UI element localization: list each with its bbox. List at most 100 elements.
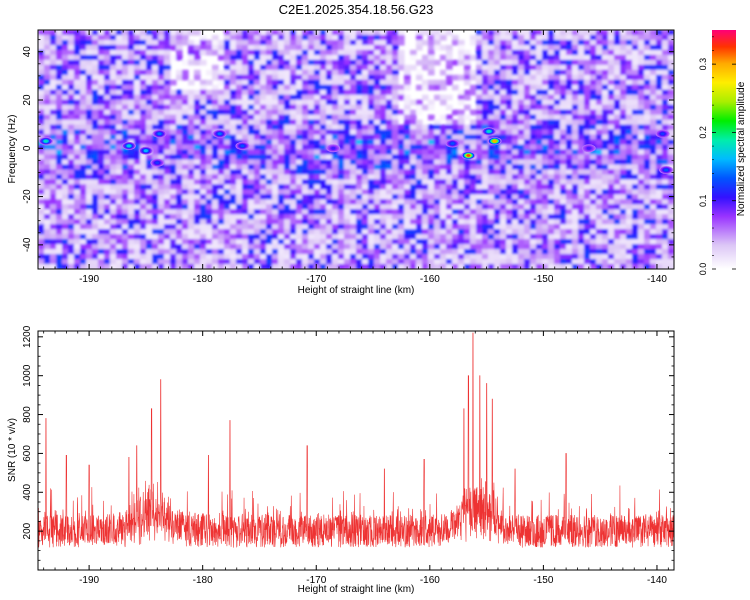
- spectrogram-cell: [434, 39, 441, 46]
- spectrogram-cell: [38, 154, 45, 161]
- spectrogram-cell: [440, 94, 447, 101]
- spectrogram-cell: [308, 59, 315, 66]
- spectrogram-cell: [218, 149, 225, 156]
- spectrogram-cell: [176, 199, 183, 205]
- spectrogram-cell: [62, 184, 69, 190]
- spectrogram-cell: [602, 89, 609, 96]
- spectrogram-cell: [44, 264, 51, 269]
- spectrogram-cell: [44, 179, 51, 185]
- spectrogram-cell: [554, 49, 561, 56]
- spectrogram-cell: [362, 144, 369, 151]
- spectrogram-cell: [296, 179, 303, 185]
- spectrogram-cell: [170, 254, 177, 260]
- spectrogram-cell: [410, 159, 417, 166]
- spectrogram-cell: [122, 249, 129, 255]
- spectrogram-cell: [272, 204, 279, 210]
- spectrogram-cell: [548, 104, 555, 111]
- spectrogram-cell: [116, 224, 123, 230]
- spectrogram-cell: [74, 99, 81, 106]
- spectrogram-cell: [272, 214, 279, 220]
- spectrogram-cell: [116, 49, 123, 56]
- spectrogram-cell: [152, 59, 159, 66]
- spectrogram-cell: [590, 249, 597, 255]
- spectrogram-cell: [638, 129, 645, 136]
- spectrogram-cell: [188, 204, 195, 210]
- spectrogram-cell: [290, 189, 297, 195]
- spectrogram-cell: [122, 39, 129, 46]
- spectrogram-cell: [386, 134, 393, 141]
- spectrogram-cell: [620, 184, 627, 190]
- spectrogram-cell: [230, 119, 237, 126]
- spectrogram-cell: [248, 189, 255, 195]
- spectrogram-cell: [422, 254, 429, 260]
- spectrogram-cell: [536, 154, 543, 161]
- spectrogram-cell: [62, 244, 69, 250]
- spectrogram-cell: [560, 74, 567, 81]
- spectrogram-cell: [134, 109, 141, 116]
- hotspot-ring: [143, 149, 148, 153]
- spectrogram-cell: [218, 239, 225, 245]
- spectrogram-cell: [350, 30, 357, 36]
- spectrogram-cell: [152, 119, 159, 126]
- spectrogram-cell: [446, 30, 453, 36]
- spectrogram-cell: [506, 119, 513, 126]
- spectrogram-cell: [626, 244, 633, 250]
- spectrogram-cell: [542, 54, 549, 61]
- spectrogram-cell: [326, 54, 333, 61]
- spectrogram-cell: [548, 79, 555, 86]
- spectrogram-cell: [194, 59, 201, 66]
- spectrogram-cell: [662, 159, 669, 166]
- spectrogram-cell: [260, 194, 267, 200]
- spectrogram-cell: [524, 259, 531, 265]
- spectrogram-cell: [422, 234, 429, 240]
- spectrogram-cell: [380, 104, 387, 111]
- spectrogram-cell: [218, 44, 225, 51]
- spectrogram-cell: [596, 39, 603, 46]
- spectrogram-cell: [170, 224, 177, 230]
- spectrogram-cell: [152, 134, 159, 141]
- spectrogram-cell: [500, 79, 507, 86]
- spectrogram-cell: [548, 234, 555, 240]
- spectrogram-cell: [458, 259, 465, 265]
- spectrogram-cell: [458, 174, 465, 180]
- spectrogram-cell: [362, 254, 369, 260]
- spectrogram-cell: [512, 254, 519, 260]
- spectrogram-cell: [464, 164, 471, 171]
- spectrogram-cell: [278, 174, 285, 180]
- spectrogram-cell: [416, 30, 423, 36]
- spectrogram-cell: [608, 199, 615, 205]
- spectrogram-cell: [134, 204, 141, 210]
- spectrogram-cell: [470, 209, 477, 215]
- spectrogram-cell: [464, 94, 471, 101]
- spectrogram-cell: [74, 249, 81, 255]
- spectrogram-cell: [452, 124, 459, 131]
- spectrogram-cell: [266, 59, 273, 66]
- spectrogram-cell: [476, 139, 483, 146]
- spectrogram-cell: [266, 184, 273, 190]
- spectrogram-cell: [404, 109, 411, 116]
- spectrogram-cell: [266, 154, 273, 161]
- spectrogram-cell: [344, 109, 351, 116]
- spectrogram-cell: [392, 99, 399, 106]
- spectrogram-cell: [128, 204, 135, 210]
- spectrogram-cell: [650, 184, 657, 190]
- spectrogram-cell: [464, 79, 471, 86]
- spectrogram-cell: [452, 249, 459, 255]
- spectrogram-cell: [230, 264, 237, 269]
- spectrogram-cell: [224, 254, 231, 260]
- spectrogram-cell: [50, 244, 57, 250]
- spectrogram-cell: [452, 189, 459, 195]
- spectrogram-cell: [80, 94, 87, 101]
- spectrogram-cell: [164, 134, 171, 141]
- spectrogram-cell: [638, 214, 645, 220]
- spectrogram-cell: [620, 199, 627, 205]
- spectrogram-cell: [620, 30, 627, 36]
- spectrogram-cell: [416, 224, 423, 230]
- spectrogram-cell: [164, 124, 171, 131]
- spectrogram-cell: [548, 99, 555, 106]
- spectrogram-cell: [302, 154, 309, 161]
- spectrogram-cell: [596, 219, 603, 225]
- spectrogram-cell: [590, 219, 597, 225]
- spectrogram-cell: [578, 224, 585, 230]
- spectrogram-cell: [548, 239, 555, 245]
